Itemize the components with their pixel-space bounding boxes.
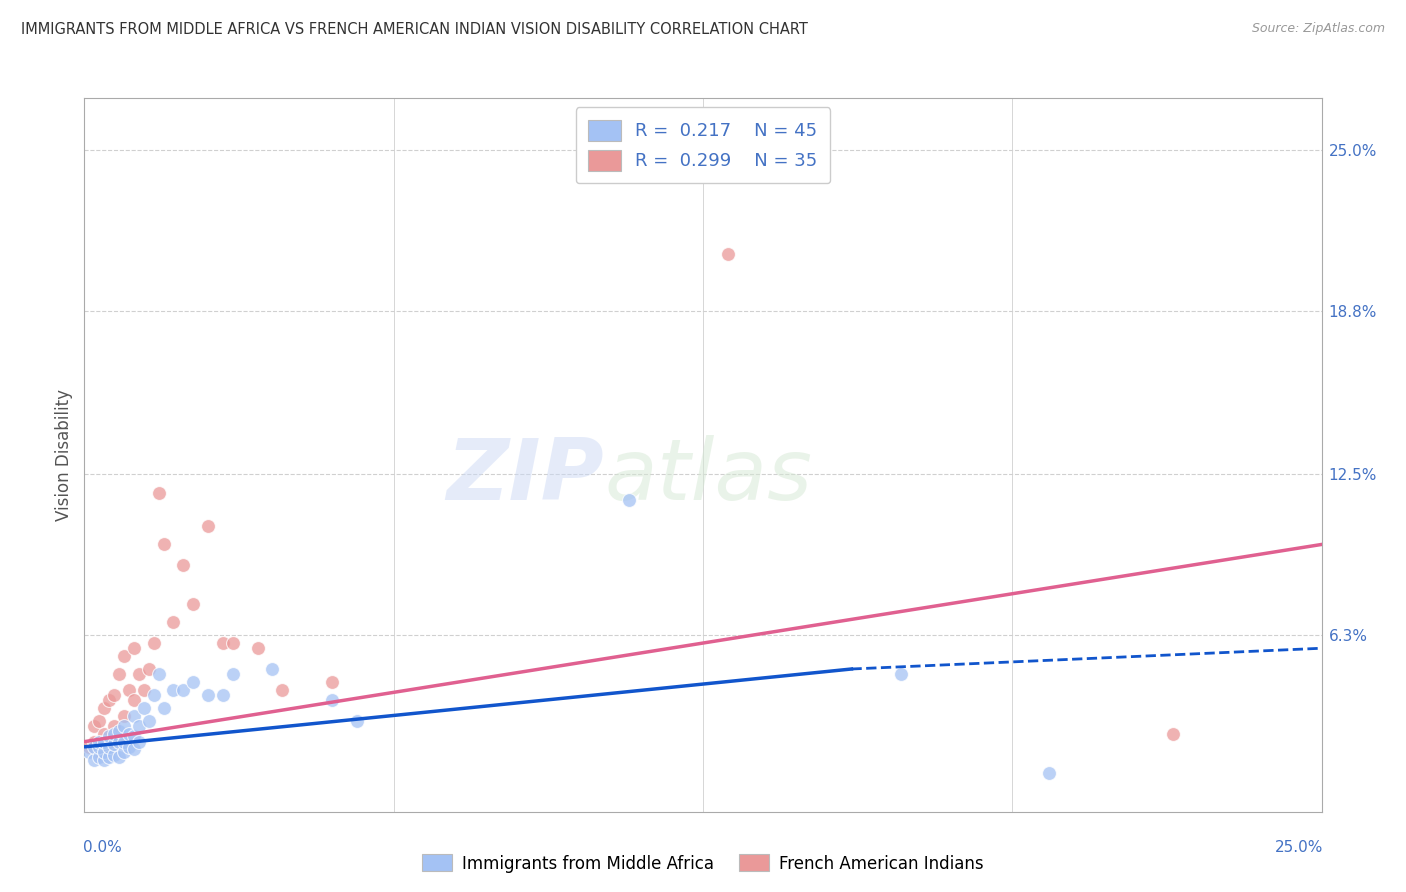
Point [108, 734, 131, 748]
Point [93, 727, 115, 741]
Point [128, 734, 150, 748]
Point [98, 693, 121, 707]
Point [118, 739, 141, 754]
Point [122, 730, 145, 744]
Text: 0.0%: 0.0% [83, 840, 122, 855]
Point [152, 537, 174, 551]
Point [162, 682, 184, 697]
Legend: R =  0.217    N = 45, R =  0.299    N = 35: R = 0.217 N = 45, R = 0.299 N = 35 [576, 107, 830, 183]
Point [132, 701, 155, 715]
Point [93, 753, 115, 767]
Point [132, 682, 155, 697]
Point [138, 714, 160, 728]
Text: 25.0%: 25.0% [1274, 840, 1323, 855]
Point [262, 662, 284, 676]
Point [98, 739, 121, 754]
Point [890, 667, 912, 681]
Point [122, 693, 145, 707]
Point [108, 724, 131, 739]
Point [79, 745, 101, 759]
Point [172, 558, 194, 573]
Point [197, 519, 219, 533]
Point [108, 667, 131, 681]
Point [1038, 765, 1060, 780]
Text: atlas: atlas [605, 434, 813, 518]
Point [246, 641, 269, 656]
Point [162, 615, 184, 630]
Point [83, 734, 105, 748]
Point [321, 693, 343, 707]
Point [118, 682, 141, 697]
Point [128, 667, 150, 681]
Point [617, 493, 640, 508]
Point [89, 714, 111, 728]
Point [271, 682, 294, 697]
Point [98, 750, 121, 764]
Point [98, 739, 121, 754]
Point [103, 737, 125, 751]
Point [118, 727, 141, 741]
Point [142, 636, 165, 650]
Point [148, 485, 170, 500]
Point [83, 753, 105, 767]
Point [112, 708, 135, 723]
Point [1161, 727, 1184, 741]
Point [148, 667, 170, 681]
Point [89, 750, 111, 764]
Point [93, 734, 115, 748]
Point [108, 734, 131, 748]
Point [89, 739, 111, 754]
Point [98, 730, 121, 744]
Point [181, 597, 204, 611]
Point [108, 750, 131, 764]
Point [83, 739, 105, 754]
Point [103, 688, 125, 702]
Point [212, 636, 235, 650]
Point [122, 641, 145, 656]
Point [142, 688, 165, 702]
Text: IMMIGRANTS FROM MIDDLE AFRICA VS FRENCH AMERICAN INDIAN VISION DISABILITY CORREL: IMMIGRANTS FROM MIDDLE AFRICA VS FRENCH … [21, 22, 808, 37]
Point [346, 714, 368, 728]
Point [172, 682, 194, 697]
Point [103, 747, 125, 762]
Point [138, 662, 160, 676]
Y-axis label: Vision Disability: Vision Disability [55, 389, 73, 521]
Point [83, 719, 105, 733]
Point [717, 247, 740, 261]
Point [112, 648, 135, 663]
Point [212, 688, 235, 702]
Point [197, 688, 219, 702]
Point [112, 745, 135, 759]
Point [222, 636, 245, 650]
Point [93, 701, 115, 715]
Point [89, 734, 111, 748]
Point [321, 675, 343, 690]
Point [122, 742, 145, 756]
Text: ZIP: ZIP [446, 434, 605, 518]
Point [112, 734, 135, 748]
Point [103, 719, 125, 733]
Point [79, 739, 101, 754]
Point [93, 745, 115, 759]
Point [89, 745, 111, 759]
Point [103, 727, 125, 741]
Text: Source: ZipAtlas.com: Source: ZipAtlas.com [1251, 22, 1385, 36]
Point [222, 667, 245, 681]
Point [128, 719, 150, 733]
Point [112, 719, 135, 733]
Legend: Immigrants from Middle Africa, French American Indians: Immigrants from Middle Africa, French Am… [416, 847, 990, 880]
Point [152, 701, 174, 715]
Point [122, 708, 145, 723]
Point [181, 675, 204, 690]
